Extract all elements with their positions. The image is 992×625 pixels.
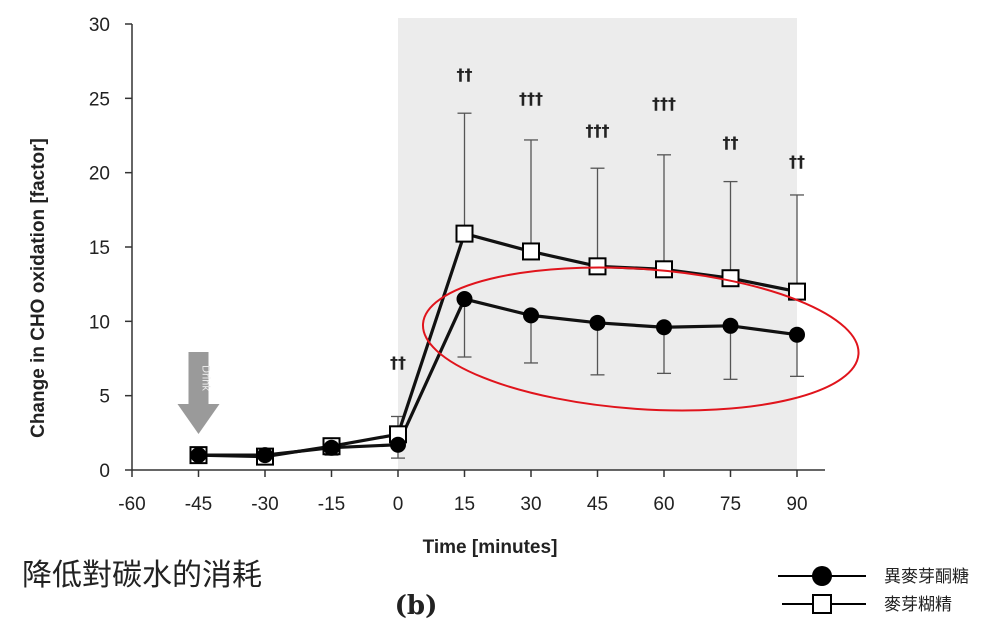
significance-marker: †† bbox=[390, 353, 406, 372]
x-tick-label: -30 bbox=[251, 494, 278, 515]
y-tick-label: 20 bbox=[89, 164, 110, 185]
y-tick-label: 10 bbox=[89, 312, 110, 333]
y-tick-label: 30 bbox=[89, 15, 110, 36]
legend-marker-open-square bbox=[812, 594, 832, 614]
legend-marker-filled-circle bbox=[812, 566, 832, 586]
y-ticks: 0 5 10 15 20 25 30 bbox=[89, 15, 132, 482]
data-point-circle bbox=[589, 314, 606, 331]
drink-arrow-label: Drink bbox=[200, 365, 212, 391]
data-point-circle bbox=[722, 317, 739, 334]
highlight-ellipse bbox=[421, 266, 860, 412]
significance-marker: †† bbox=[723, 133, 739, 152]
significance-marker: ††† bbox=[652, 94, 676, 113]
data-point-circle bbox=[789, 326, 805, 343]
legend: 異麥芽酮糖 麥芽糊精 bbox=[778, 566, 969, 615]
y-tick-label: 15 bbox=[89, 238, 110, 259]
data-point-circle bbox=[656, 319, 672, 336]
x-tick-label: 60 bbox=[653, 494, 674, 515]
data-point-circle bbox=[456, 291, 473, 308]
y-tick-label: 25 bbox=[89, 89, 110, 110]
y-tick-label: 0 bbox=[99, 461, 110, 482]
data-point-circle bbox=[323, 439, 340, 456]
significance-marker: ††† bbox=[586, 121, 610, 140]
x-tick-label: -45 bbox=[185, 494, 212, 515]
x-tick-label: 15 bbox=[454, 494, 475, 515]
x-tick-label: 75 bbox=[720, 494, 741, 515]
legend-item-isomaltulose: 異麥芽酮糖 bbox=[778, 566, 969, 587]
y-tick-label: 5 bbox=[99, 387, 110, 408]
significance-marker: ††† bbox=[519, 89, 543, 108]
x-tick-label: 45 bbox=[587, 494, 608, 515]
caption: 降低對碳水的消耗 bbox=[22, 558, 262, 593]
data-point-square bbox=[522, 242, 540, 261]
legend-item-maltodextrin: 麥芽糊精 bbox=[782, 594, 952, 615]
x-tick-label: 30 bbox=[520, 494, 541, 515]
significance-marker: †† bbox=[789, 152, 805, 171]
panel-label: (b) bbox=[395, 591, 438, 621]
significance-marker: †† bbox=[457, 65, 473, 84]
legend-label-isomaltulose: 異麥芽酮糖 bbox=[884, 567, 969, 587]
data-point-square bbox=[721, 269, 740, 288]
legend-label-maltodextrin: 麥芽糊精 bbox=[884, 595, 952, 615]
significance-annotations: ††††††††††††††††† bbox=[390, 65, 805, 372]
x-tick-label: -60 bbox=[118, 494, 145, 515]
data-point-circle bbox=[257, 447, 273, 464]
x-axis-title: Time [minutes] bbox=[423, 537, 558, 558]
data-point-square bbox=[455, 224, 474, 243]
data-point-circle bbox=[190, 447, 207, 464]
drink-arrow-marker: Drink bbox=[177, 352, 220, 434]
data-point-circle bbox=[390, 436, 406, 453]
x-tick-label: 0 bbox=[393, 494, 404, 515]
x-tick-label: -15 bbox=[318, 494, 345, 515]
data-point-square bbox=[588, 257, 607, 276]
x-ticks: -60 -45 -30 -15 0 15 30 45 60 75 90 bbox=[118, 470, 808, 515]
x-tick-label: 90 bbox=[786, 494, 807, 515]
series-markers bbox=[189, 224, 806, 466]
data-point-circle bbox=[523, 307, 539, 324]
y-axis-title: Change in CHO oxidation [factor] bbox=[28, 138, 49, 438]
